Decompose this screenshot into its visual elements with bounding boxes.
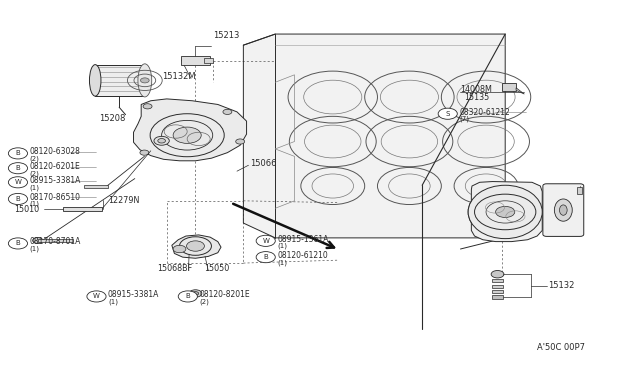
Text: 15050: 15050: [204, 264, 229, 273]
Bar: [492, 290, 502, 293]
Text: 15068BF: 15068BF: [157, 264, 192, 273]
Bar: [492, 285, 502, 288]
Text: S: S: [445, 111, 450, 117]
Text: (1): (1): [277, 243, 287, 249]
Circle shape: [8, 193, 28, 205]
Ellipse shape: [138, 64, 152, 97]
Circle shape: [158, 138, 166, 143]
Bar: [181, 56, 209, 65]
Circle shape: [141, 78, 149, 83]
Circle shape: [495, 206, 515, 218]
Polygon shape: [134, 99, 246, 161]
Text: B: B: [15, 165, 20, 171]
Circle shape: [154, 137, 170, 145]
Circle shape: [8, 238, 28, 249]
Text: (7): (7): [460, 116, 469, 122]
Circle shape: [173, 245, 186, 253]
Circle shape: [236, 139, 244, 144]
Text: 15132M: 15132M: [162, 72, 195, 81]
Circle shape: [143, 104, 152, 109]
Text: A'50C 00P7: A'50C 00P7: [537, 343, 585, 352]
Circle shape: [140, 150, 149, 155]
Ellipse shape: [554, 199, 572, 221]
Text: (1): (1): [29, 246, 40, 252]
Circle shape: [438, 108, 458, 119]
Ellipse shape: [468, 185, 542, 238]
Ellipse shape: [468, 185, 542, 238]
Text: 08915-3381A: 08915-3381A: [108, 291, 159, 299]
Polygon shape: [172, 235, 221, 258]
Bar: [38, 239, 73, 241]
Text: 08120-63028: 08120-63028: [29, 147, 80, 156]
Circle shape: [33, 237, 43, 243]
Circle shape: [486, 201, 524, 223]
Text: 15208: 15208: [100, 114, 126, 123]
Circle shape: [178, 291, 197, 302]
Polygon shape: [516, 88, 524, 94]
Circle shape: [173, 127, 201, 143]
Text: B: B: [15, 240, 20, 246]
Text: 08915-1361A: 08915-1361A: [277, 235, 328, 244]
Circle shape: [8, 163, 28, 174]
Circle shape: [256, 251, 275, 263]
Circle shape: [186, 241, 204, 251]
Circle shape: [223, 109, 232, 115]
Text: W: W: [93, 294, 100, 299]
Text: 08120-6201E: 08120-6201E: [29, 162, 80, 171]
Text: W: W: [262, 238, 269, 244]
Circle shape: [256, 235, 275, 246]
FancyBboxPatch shape: [543, 184, 584, 236]
Bar: [95, 65, 143, 96]
Polygon shape: [243, 34, 505, 238]
Text: 08170-86510: 08170-86510: [29, 193, 81, 202]
Text: 15010: 15010: [14, 205, 39, 214]
Text: 08120-8201E: 08120-8201E: [199, 291, 250, 299]
Text: (1): (1): [29, 184, 40, 191]
Text: (2): (2): [29, 170, 39, 177]
Text: 15132: 15132: [548, 281, 574, 290]
Text: (1): (1): [277, 259, 287, 266]
Text: W: W: [15, 179, 21, 185]
Bar: [492, 295, 502, 299]
Polygon shape: [471, 182, 542, 241]
Text: B: B: [186, 294, 190, 299]
Circle shape: [8, 148, 28, 159]
Text: 15135: 15135: [465, 93, 490, 102]
Text: B: B: [15, 196, 20, 202]
Text: 08915-3381A: 08915-3381A: [29, 176, 81, 185]
Text: (1): (1): [29, 201, 40, 208]
Text: B: B: [263, 254, 268, 260]
Bar: [63, 208, 102, 211]
Circle shape: [87, 291, 106, 302]
Circle shape: [192, 292, 198, 295]
Text: (2): (2): [199, 298, 209, 305]
Text: 08320-61212: 08320-61212: [460, 108, 510, 117]
Text: 15213: 15213: [212, 31, 239, 41]
Bar: [502, 83, 516, 92]
Text: 08170-8701A: 08170-8701A: [29, 237, 81, 247]
Text: B: B: [15, 150, 20, 156]
Text: 14008M: 14008M: [461, 85, 492, 94]
Bar: [84, 185, 108, 188]
Ellipse shape: [559, 205, 567, 215]
Circle shape: [491, 270, 504, 278]
Text: (1): (1): [108, 298, 118, 305]
Ellipse shape: [90, 65, 101, 96]
Text: 08120-61210: 08120-61210: [277, 251, 328, 260]
Bar: [577, 187, 582, 194]
Bar: [204, 58, 213, 63]
Text: (2): (2): [29, 155, 39, 162]
Circle shape: [8, 177, 28, 188]
Circle shape: [189, 290, 202, 297]
Bar: [492, 279, 502, 282]
Text: 12279N: 12279N: [108, 196, 140, 205]
Text: 15066: 15066: [250, 158, 276, 167]
